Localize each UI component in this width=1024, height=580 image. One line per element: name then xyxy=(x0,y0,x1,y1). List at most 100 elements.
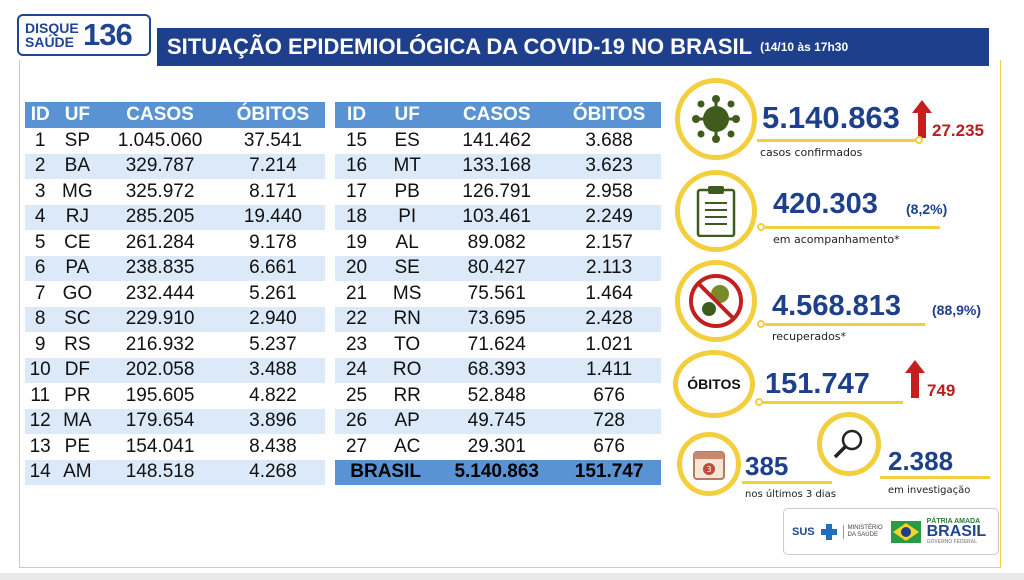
confirmed-increase: 27.235 xyxy=(932,121,984,140)
state-table-left: ID UF CASOS ÓBITOS 1 SP 1.045.060 37.541 2 BA 329… xyxy=(25,102,325,485)
monitoring-pct: (8,2%) xyxy=(906,201,948,217)
table-row: 3 MG 325.972 8.171 xyxy=(25,179,325,205)
table-cell: DF xyxy=(55,357,100,383)
divider xyxy=(742,481,832,484)
table-cell: 21 xyxy=(345,282,368,304)
table-cell: 329.787 xyxy=(99,153,221,179)
table-cell: 7 xyxy=(34,282,46,304)
table-row: 16 MT 133.168 3.623 xyxy=(335,153,661,179)
table-cell: 2.249 xyxy=(557,204,661,230)
table-cell: CE xyxy=(64,231,91,253)
content-frame xyxy=(19,60,1001,568)
divider xyxy=(763,401,903,404)
confirmed-value: 5.140.863 xyxy=(762,100,900,135)
table-cell: 18 xyxy=(335,204,379,230)
table-cell: 229.910 xyxy=(99,306,221,332)
table-cell: 3.623 xyxy=(557,153,661,179)
table-row: 10 DF 202.058 3.488 xyxy=(25,357,325,383)
column-header: CASOS xyxy=(99,102,221,128)
table-cell: 232.444 xyxy=(125,282,195,304)
table-cell: 17 xyxy=(345,180,368,202)
total-label: BRASIL xyxy=(335,459,437,485)
table-cell: SP xyxy=(64,129,91,151)
deaths-badge: ÓBITOS xyxy=(673,350,755,418)
divider xyxy=(765,226,940,229)
total-casos: 5.140.863 xyxy=(436,459,558,485)
ministry-logo: MINISTÉRIO DA SAÚDE xyxy=(842,524,885,539)
table-cell: AC xyxy=(393,435,421,457)
table-cell: 2.157 xyxy=(585,231,633,253)
table-cell: 75.561 xyxy=(467,282,526,304)
table-cell: 2.958 xyxy=(585,180,633,202)
table-row: 24 RO 68.393 1.411 xyxy=(335,357,661,383)
table-row: 13 PE 154.041 8.438 xyxy=(25,434,325,460)
table-cell: 6 xyxy=(25,255,56,281)
increase-arrow-icon xyxy=(912,100,932,143)
table-cell: 8 xyxy=(25,306,56,332)
divider xyxy=(880,476,990,479)
column-header: UF xyxy=(55,102,100,128)
table-cell: 5 xyxy=(34,231,46,253)
table-cell: 4.268 xyxy=(220,459,325,485)
table-row: 6 PA 238.835 6.661 xyxy=(25,255,325,281)
column-header: ID xyxy=(25,102,56,128)
total-obitos: 151.747 xyxy=(557,459,661,485)
table-cell: AP xyxy=(378,408,437,434)
recent-deaths-label: nos últimos 3 dias xyxy=(745,489,836,500)
table-cell: AL xyxy=(395,231,419,253)
table-cell: 1.021 xyxy=(585,333,633,355)
table-cell: 6.661 xyxy=(220,255,325,281)
table-cell: 195.605 xyxy=(125,384,195,406)
table-cell: 19.440 xyxy=(220,204,325,230)
table-row: 26 AP 49.745 728 xyxy=(335,408,661,434)
table-cell: 1 xyxy=(34,129,46,151)
table-cell: MA xyxy=(55,408,100,434)
state-table-right: ID UF CASOS ÓBITOS 15 ES 141.462 3.688 16 MT 133.… xyxy=(335,102,661,485)
table-cell: 1.411 xyxy=(557,357,661,383)
table-cell: 80.427 xyxy=(436,255,558,281)
table-cell: 3.896 xyxy=(220,408,325,434)
table-cell: 71.624 xyxy=(467,333,526,355)
table-cell: 20 xyxy=(335,255,379,281)
table-row: 27 AC 29.301 676 xyxy=(335,434,661,460)
table-cell: 4 xyxy=(25,204,56,230)
deaths-increase: 749 xyxy=(927,381,956,400)
disque-saude-logo: DISQUE SAÚDE 136 xyxy=(17,14,151,56)
divider xyxy=(765,323,925,326)
table-row: 17 PB 126.791 2.958 xyxy=(335,179,661,205)
update-date: (14/10 às 17h30 xyxy=(760,40,849,54)
column-header: ÓBITOS xyxy=(557,102,661,128)
header-bar: SITUAÇÃO EPIDEMIOLÓGICA DA COVID-19 NO B… xyxy=(157,28,989,66)
bottom-bar xyxy=(0,573,1024,580)
table-cell: 202.058 xyxy=(99,357,221,383)
calendar-icon: 3 xyxy=(677,432,741,496)
table-cell: 27 xyxy=(345,435,368,457)
table-cell: 9.178 xyxy=(249,231,297,253)
table-row: 7 GO 232.444 5.261 xyxy=(25,281,325,307)
table-cell: 11 xyxy=(30,384,51,406)
divider xyxy=(757,139,917,142)
table-cell: 13 xyxy=(29,435,51,457)
table-cell: 5.261 xyxy=(249,282,297,304)
table-cell: ES xyxy=(394,129,420,151)
table-cell: RO xyxy=(378,357,437,383)
table-cell: 3.488 xyxy=(220,357,325,383)
table-row: 23 TO 71.624 1.021 xyxy=(335,332,661,358)
investigating-label: em investigação xyxy=(888,485,971,496)
table-cell: AM xyxy=(55,459,100,485)
table-cell: 12 xyxy=(25,408,56,434)
table-cell: SC xyxy=(55,306,100,332)
deaths-value: 151.747 xyxy=(765,368,870,400)
table-row: 9 RS 216.932 5.237 xyxy=(25,332,325,358)
table-row: 14 AM 148.518 4.268 xyxy=(25,459,325,485)
table-cell: 261.284 xyxy=(125,231,195,253)
table-row: 25 RR 52.848 676 xyxy=(335,383,661,409)
table-cell: 285.205 xyxy=(99,204,221,230)
column-header: CASOS xyxy=(436,102,558,128)
table-cell: 37.541 xyxy=(243,129,302,151)
table-cell: 148.518 xyxy=(99,459,221,485)
table-cell: PB xyxy=(394,180,420,202)
total-row: BRASIL 5.140.863 151.747 xyxy=(335,459,661,485)
table-cell: 29.301 xyxy=(467,435,526,457)
flag-icon xyxy=(890,520,921,543)
